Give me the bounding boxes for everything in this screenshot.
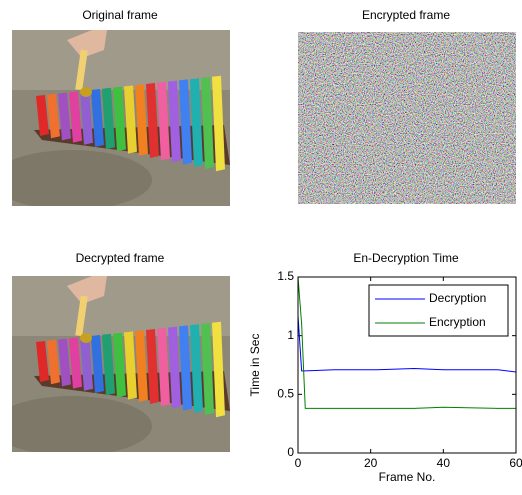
x-tick-label: 0 <box>295 456 302 470</box>
y-tick-label: 1 <box>287 328 294 342</box>
x-tick-label: 20 <box>364 456 378 470</box>
y-tick-label: 0 <box>287 445 294 459</box>
x-axis-label: Frame No. <box>379 470 436 484</box>
y-tick-label: 1.5 <box>277 269 294 283</box>
encrypted-image <box>298 32 516 204</box>
legend-label: Encryption <box>429 315 486 329</box>
decrypted-image <box>0 276 230 456</box>
image-title: Original frame <box>82 8 158 22</box>
y-axis-label: Time in Sec <box>248 334 262 397</box>
image-title: Decrypted frame <box>76 251 165 265</box>
x-tick-label: 40 <box>437 456 451 470</box>
y-tick-label: 0.5 <box>277 387 294 401</box>
original-image <box>0 30 230 210</box>
line-chart: En-Decryption Time Frame No. Time in Sec… <box>248 251 522 484</box>
chart-title: En-Decryption Time <box>353 251 459 265</box>
figure: Original frame Encrypted frame Decrypted… <box>0 0 522 495</box>
image-title: Encrypted frame <box>362 8 450 22</box>
x-tick-label: 60 <box>509 456 522 470</box>
legend-label: Decryption <box>429 291 486 305</box>
